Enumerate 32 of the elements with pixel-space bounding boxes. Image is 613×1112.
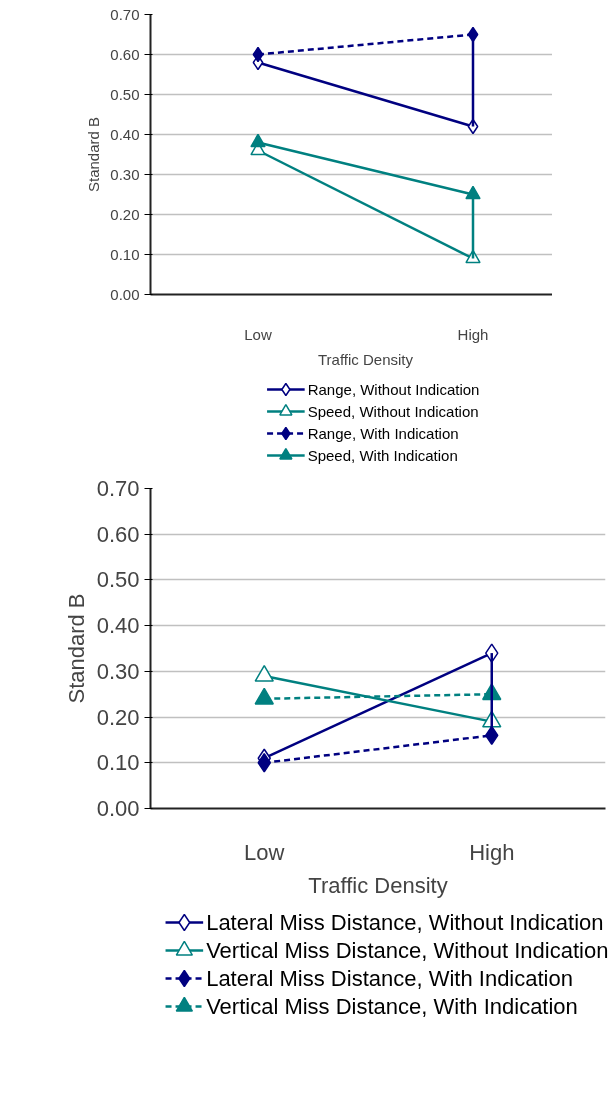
- legend-label: Vertical Miss Distance, With Indication: [206, 994, 578, 1019]
- y-tick-label: 0.20: [110, 205, 140, 223]
- y-tick-label: 0.70: [96, 476, 140, 501]
- x-tick-label: Low: [244, 839, 285, 865]
- x-tick-label: High: [469, 839, 515, 865]
- y-tick-label: 0.10: [96, 750, 140, 776]
- y-tick-label: 0.00: [110, 285, 140, 303]
- y-tick-label: 0.30: [96, 658, 140, 684]
- y-tick-label: 0.50: [110, 85, 140, 103]
- y-tick-label: 0.00: [96, 796, 140, 821]
- legend-label: Speed, With Indication: [307, 447, 458, 464]
- y-tick-label: 0.40: [96, 613, 140, 639]
- x-tick-label: Low: [244, 325, 272, 343]
- y-tick-label: 0.60: [96, 521, 140, 547]
- y-tick-label: 0.30: [110, 165, 140, 183]
- x-tick-label: High: [457, 325, 489, 343]
- legend-label: Lateral Miss Distance, With Indication: [206, 966, 573, 991]
- x-axis-title: Traffic Density: [317, 350, 414, 368]
- legend-label: Speed, Without Indication: [307, 403, 479, 420]
- y-tick-label: 0.60: [110, 45, 140, 63]
- legend-label: Lateral Miss Distance, Without Indication: [206, 910, 604, 935]
- y-tick-label: 0.40: [110, 125, 140, 143]
- legend-label: Range, With Indication: [307, 425, 459, 442]
- y-tick-label: 0.50: [96, 567, 140, 593]
- y-axis-title: Standard B: [63, 593, 89, 704]
- x-axis-title: Traffic Density: [308, 872, 448, 898]
- legend-label: Range, Without Indication: [307, 381, 480, 398]
- y-axis-title: Standard B: [85, 116, 103, 193]
- y-tick-label: 0.20: [96, 704, 140, 730]
- y-tick-label: 0.70: [110, 5, 140, 23]
- y-tick-label: 0.10: [110, 245, 140, 263]
- legend-label: Vertical Miss Distance, Without Indication: [206, 938, 609, 963]
